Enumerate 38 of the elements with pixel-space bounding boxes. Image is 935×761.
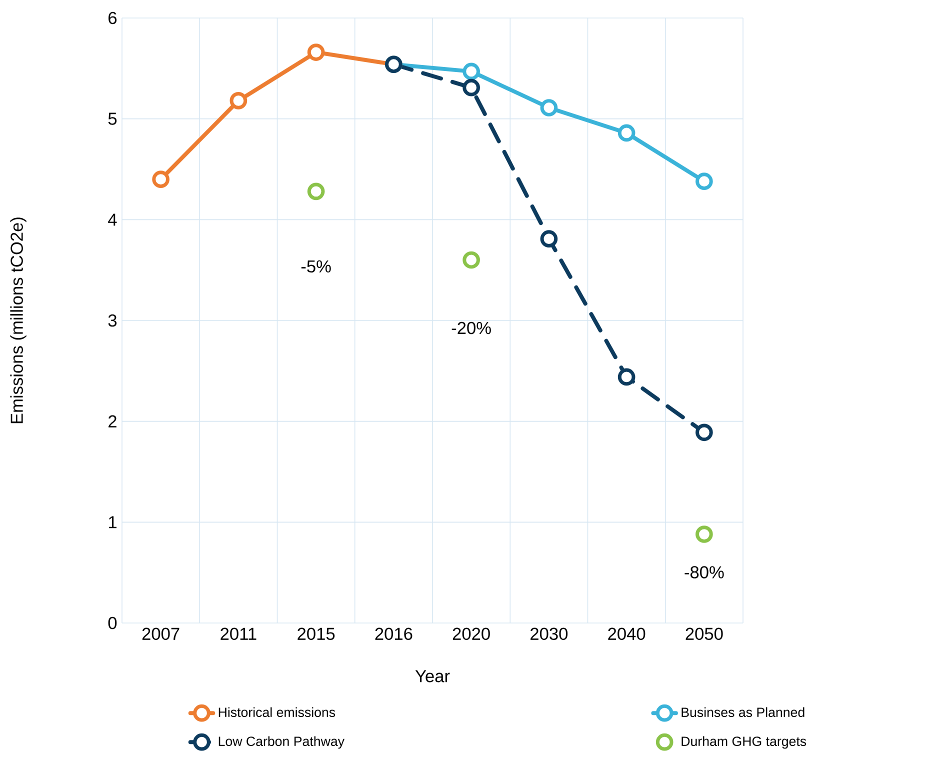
y-axis-title: Emissions (millions tCO2e) <box>10 218 26 424</box>
point <box>462 78 480 96</box>
point <box>307 182 325 200</box>
annotation: -20% <box>452 322 491 334</box>
x-tick-label: 2011 <box>220 628 256 640</box>
point <box>618 124 636 142</box>
y-tick-label: 0 <box>108 616 117 630</box>
x-tick-label: 2030 <box>530 628 568 640</box>
y-tick-label: 3 <box>108 314 117 327</box>
x-tick-label: 2015 <box>298 628 335 640</box>
point <box>307 44 325 61</box>
point <box>230 92 248 110</box>
point <box>696 172 713 190</box>
point <box>540 230 558 248</box>
y-tick-label: 5 <box>108 112 117 125</box>
point <box>540 99 558 116</box>
x-tick-label: 2016 <box>375 628 412 640</box>
x-tick-label: 2050 <box>686 628 723 640</box>
annotation: -5% <box>301 260 331 273</box>
point <box>696 526 713 543</box>
legend-label: Durham GHG targets <box>682 736 806 749</box>
annotation: -80% <box>684 566 724 578</box>
x-tick-label: 2020 <box>452 628 490 640</box>
point <box>152 170 170 188</box>
legend-label: Low Carbon Pathway <box>218 736 344 749</box>
point <box>462 62 480 80</box>
legend-label: Businses as Planned <box>682 707 804 718</box>
y-tick-label: 2 <box>108 415 116 428</box>
point <box>462 251 480 269</box>
point <box>696 424 713 442</box>
point <box>618 368 636 386</box>
x-tick-label: 2040 <box>608 628 646 640</box>
y-tick-label: 1 <box>108 516 116 528</box>
y-tick-label: 4 <box>108 214 117 226</box>
y-tick-label: 6 <box>108 12 117 24</box>
legend-label: Historical emissions <box>218 707 336 718</box>
x-axis-title: Year <box>415 670 450 682</box>
x-tick-label: 2007 <box>142 628 180 640</box>
